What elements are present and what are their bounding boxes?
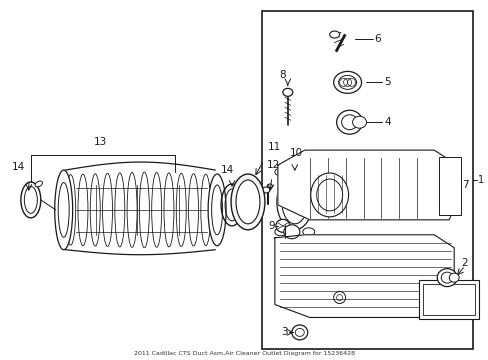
Ellipse shape <box>276 174 312 230</box>
Ellipse shape <box>341 115 357 130</box>
Ellipse shape <box>274 168 286 176</box>
Ellipse shape <box>282 88 292 96</box>
Text: 7: 7 <box>461 180 468 190</box>
Text: 6: 6 <box>374 33 380 44</box>
Text: 4: 4 <box>384 117 390 127</box>
Text: 8: 8 <box>279 71 285 80</box>
Bar <box>438 157 460 215</box>
Bar <box>262 11 472 349</box>
Text: 1: 1 <box>477 175 483 185</box>
Ellipse shape <box>275 219 289 232</box>
Ellipse shape <box>236 180 260 224</box>
Ellipse shape <box>35 181 42 187</box>
Text: 10: 10 <box>290 148 303 158</box>
Ellipse shape <box>230 174 264 230</box>
Ellipse shape <box>302 168 314 176</box>
Ellipse shape <box>333 71 361 93</box>
Text: 13: 13 <box>94 137 107 147</box>
Ellipse shape <box>352 116 366 128</box>
Polygon shape <box>277 150 456 220</box>
Text: 3: 3 <box>281 327 287 337</box>
Text: 14: 14 <box>220 165 233 175</box>
Text: 9: 9 <box>268 221 274 231</box>
Ellipse shape <box>333 292 345 303</box>
Ellipse shape <box>291 325 307 340</box>
Bar <box>419 280 478 319</box>
Ellipse shape <box>267 184 272 188</box>
Ellipse shape <box>58 183 69 237</box>
Ellipse shape <box>283 225 299 239</box>
Ellipse shape <box>316 179 342 211</box>
Ellipse shape <box>436 269 456 287</box>
Ellipse shape <box>338 75 356 89</box>
Bar <box>423 284 474 315</box>
Ellipse shape <box>262 187 269 193</box>
Ellipse shape <box>448 273 458 282</box>
Ellipse shape <box>55 170 73 250</box>
Text: 2011 Cadillac CTS Duct Asm,Air Cleaner Outlet Diagram for 15236428: 2011 Cadillac CTS Duct Asm,Air Cleaner O… <box>133 351 354 356</box>
Ellipse shape <box>329 31 339 38</box>
Ellipse shape <box>274 228 286 236</box>
Ellipse shape <box>208 174 225 246</box>
Text: 2: 2 <box>460 258 467 268</box>
Ellipse shape <box>211 185 222 235</box>
Polygon shape <box>274 235 453 318</box>
Text: 14: 14 <box>12 162 25 172</box>
Ellipse shape <box>336 110 362 134</box>
Ellipse shape <box>281 180 307 224</box>
Ellipse shape <box>336 294 342 301</box>
Ellipse shape <box>310 173 348 217</box>
Ellipse shape <box>440 272 452 283</box>
Ellipse shape <box>302 228 314 236</box>
Ellipse shape <box>295 328 304 336</box>
Ellipse shape <box>21 182 41 218</box>
Text: 12: 12 <box>267 160 280 170</box>
Ellipse shape <box>24 186 37 213</box>
Text: 11: 11 <box>267 142 281 152</box>
Text: 5: 5 <box>384 77 390 87</box>
